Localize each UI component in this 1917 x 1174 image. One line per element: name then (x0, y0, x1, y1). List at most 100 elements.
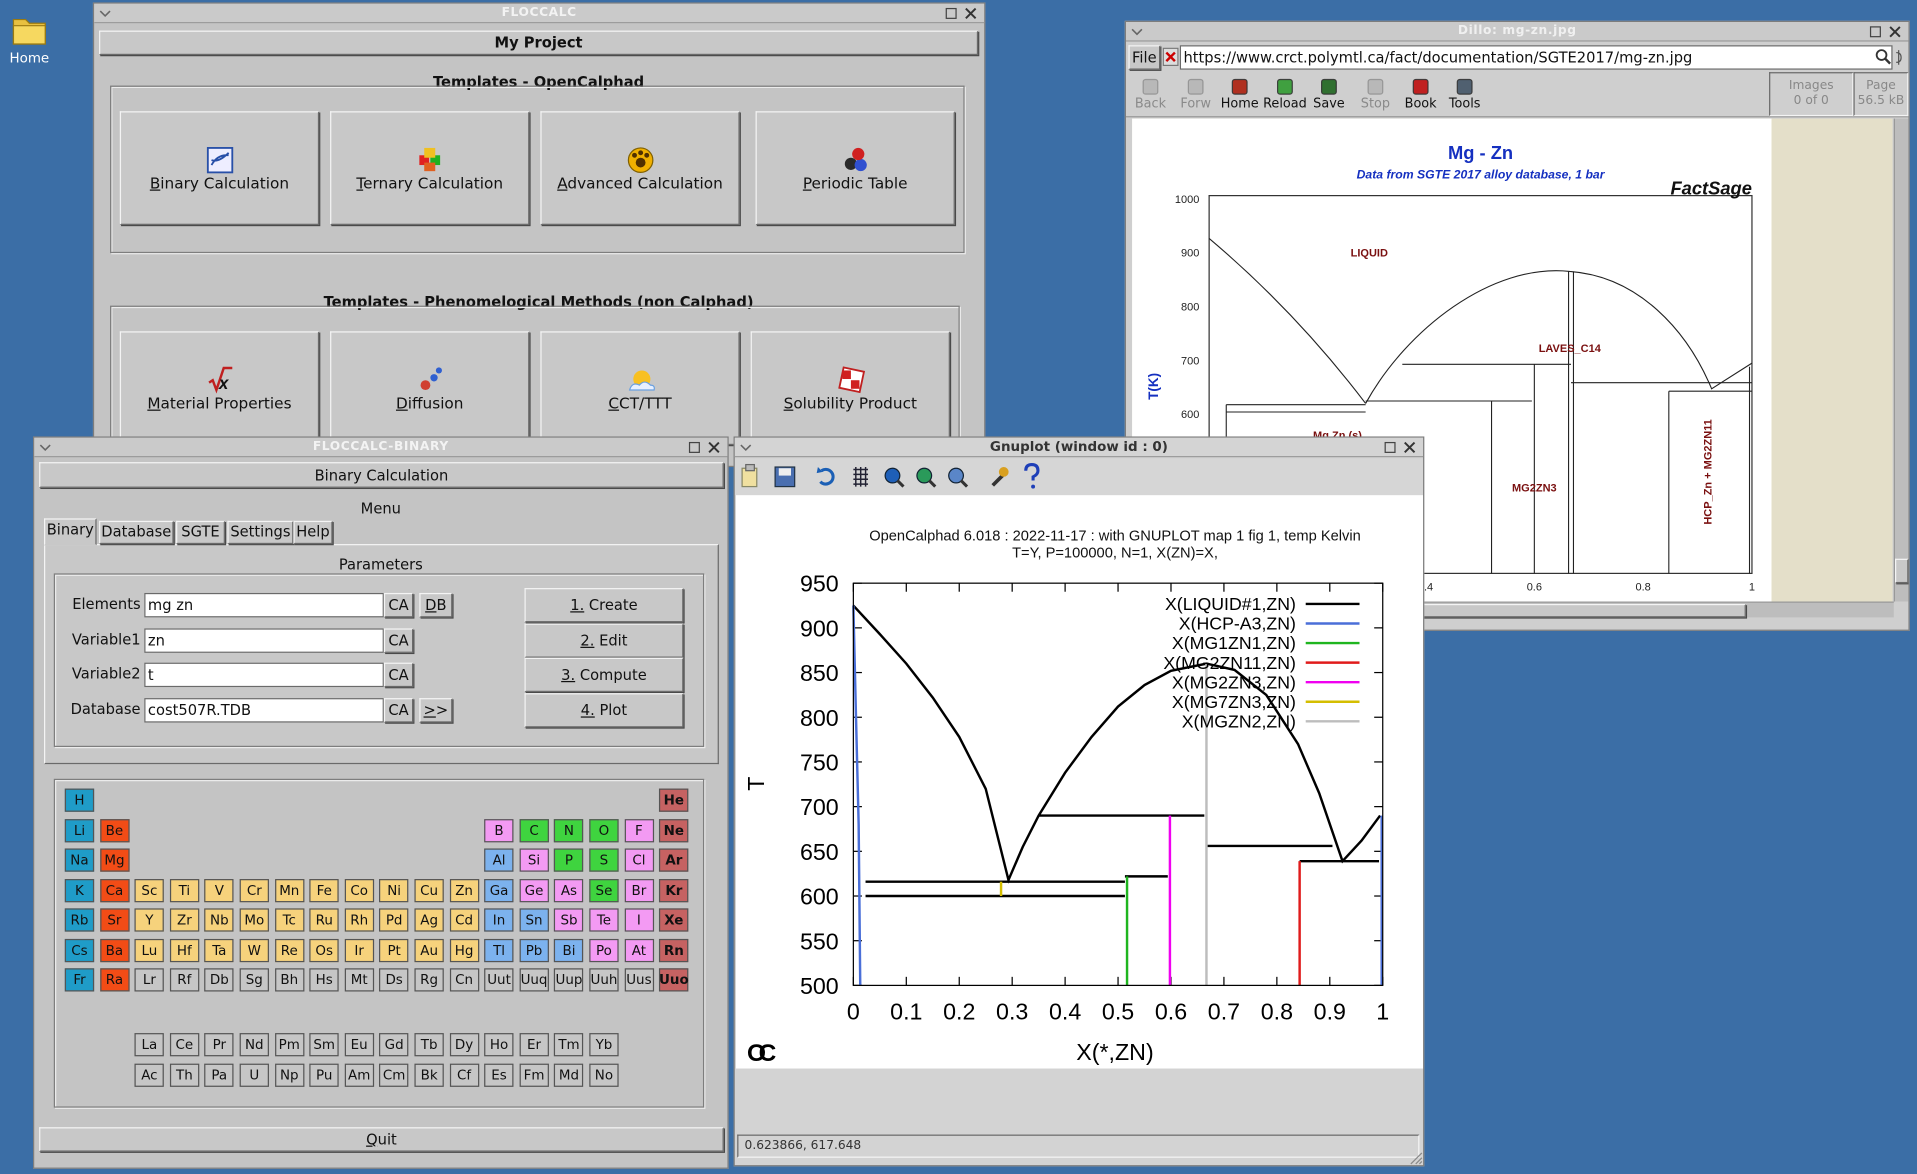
action-button[interactable]: 1. Create (524, 588, 684, 623)
field-button[interactable]: CA (383, 663, 414, 688)
element-button[interactable]: Br (624, 878, 654, 902)
clear-url-button[interactable] (1162, 47, 1179, 67)
element-button[interactable]: Ag (414, 908, 444, 932)
element-button[interactable]: Cu (414, 878, 444, 902)
toolbar-icon[interactable] (1364, 77, 1386, 97)
element-button[interactable]: Mg (99, 848, 130, 872)
element-button[interactable]: Sm (309, 1033, 339, 1057)
element-button[interactable]: Se (589, 878, 619, 902)
toolbar-label[interactable]: Save (1313, 96, 1345, 112)
element-button[interactable]: Es (484, 1063, 514, 1087)
field-input[interactable]: t (144, 663, 384, 688)
element-button[interactable]: Na (64, 848, 95, 872)
element-button[interactable]: Gd (379, 1033, 409, 1057)
element-button[interactable]: Pu (309, 1063, 339, 1087)
element-button[interactable]: Si (519, 848, 549, 872)
url-field[interactable]: https://www.crct.polymtl.ca/fact/documen… (1179, 45, 1893, 70)
home-icon[interactable]: Home (5, 10, 54, 71)
element-button[interactable]: Sr (99, 908, 130, 932)
toolbar-label[interactable]: Reload (1263, 96, 1307, 112)
element-button[interactable]: Uut (484, 968, 514, 992)
element-button[interactable]: I (624, 908, 654, 932)
template-button[interactable]: Periodic Table (755, 111, 955, 225)
element-button[interactable]: Xe (659, 908, 689, 932)
element-button[interactable]: Rg (414, 968, 444, 992)
element-button[interactable]: W (239, 938, 269, 962)
element-button[interactable]: Th (169, 1063, 200, 1087)
action-button[interactable]: 4. Plot (524, 693, 684, 728)
element-button[interactable]: Rb (64, 908, 95, 932)
element-button[interactable]: Ni (379, 878, 409, 902)
element-button[interactable]: He (659, 788, 689, 812)
element-button[interactable]: N (554, 818, 584, 842)
field-button[interactable]: CA (383, 628, 414, 653)
tab[interactable]: Database (99, 520, 174, 545)
window-controls[interactable] (1372, 439, 1421, 456)
element-button[interactable]: Rn (659, 938, 689, 962)
toolbar-icon[interactable] (1185, 77, 1207, 97)
element-button[interactable]: Ca (99, 878, 130, 902)
element-button[interactable]: Yb (589, 1033, 619, 1057)
field-input[interactable]: zn (144, 628, 384, 653)
tab[interactable]: Settings (227, 520, 294, 545)
element-button[interactable]: Uuh (589, 968, 619, 992)
window-menu[interactable] (98, 5, 113, 22)
element-button[interactable]: Cr (239, 878, 269, 902)
element-button[interactable]: Uuo (659, 968, 689, 992)
element-button[interactable]: V (204, 878, 234, 902)
element-button[interactable]: Fr (64, 968, 95, 992)
element-button[interactable]: Rh (344, 908, 374, 932)
toolbar-label[interactable]: Tools (1448, 96, 1481, 112)
tab[interactable]: Binary (44, 518, 97, 546)
template-button[interactable]: Advanced Calculation (540, 111, 740, 225)
toolbar-icon[interactable] (1274, 77, 1296, 97)
element-button[interactable]: Ge (519, 878, 549, 902)
element-button[interactable]: Db (204, 968, 234, 992)
tab[interactable]: SGTE (176, 520, 225, 545)
element-button[interactable]: Lu (134, 938, 165, 962)
element-button[interactable]: Eu (344, 1033, 374, 1057)
template-button[interactable]: x Material Properties (119, 331, 320, 446)
toolbar-icon[interactable] (1318, 77, 1340, 97)
toolbar-icon[interactable] (816, 467, 835, 486)
element-button[interactable]: Cm (379, 1063, 409, 1087)
element-button[interactable]: Tb (414, 1033, 444, 1057)
element-button[interactable]: Sc (134, 878, 165, 902)
field-button[interactable]: CA (383, 592, 414, 618)
element-button[interactable]: Ds (379, 968, 409, 992)
element-button[interactable]: Sb (554, 908, 584, 932)
element-button[interactable]: C (519, 818, 549, 842)
element-button[interactable]: Cs (64, 938, 95, 962)
element-button[interactable]: Po (589, 938, 619, 962)
element-button[interactable]: Tm (554, 1033, 584, 1057)
element-button[interactable]: Md (554, 1063, 584, 1087)
element-button[interactable]: Tc (274, 908, 304, 932)
element-button[interactable]: S (589, 848, 619, 872)
element-button[interactable]: Uup (554, 968, 584, 992)
window-menu[interactable] (738, 439, 753, 456)
element-button[interactable]: Pa (204, 1063, 234, 1087)
element-button[interactable]: Am (344, 1063, 374, 1087)
window-controls[interactable] (1857, 23, 1906, 40)
element-button[interactable]: F (624, 818, 654, 842)
quit-button[interactable]: Quit (39, 1127, 724, 1152)
element-button[interactable]: Uuq (519, 968, 549, 992)
element-button[interactable]: Fe (309, 878, 339, 902)
toolbar-icon[interactable] (991, 467, 1009, 487)
toolbar-icon[interactable] (1139, 77, 1161, 97)
element-button[interactable]: Nb (204, 908, 234, 932)
element-button[interactable]: Al (484, 848, 514, 872)
toolbar-icon[interactable] (1454, 77, 1476, 97)
element-button[interactable]: Ga (484, 878, 514, 902)
element-button[interactable]: Ta (204, 938, 234, 962)
element-button[interactable]: Ra (99, 968, 130, 992)
element-button[interactable]: Os (309, 938, 339, 962)
window-controls[interactable] (676, 439, 725, 456)
template-button[interactable]: Solubility Product (750, 331, 950, 446)
element-button[interactable]: Ho (484, 1033, 514, 1057)
element-button[interactable]: Cf (449, 1063, 479, 1087)
field-button[interactable]: >> (419, 698, 453, 723)
element-button[interactable]: In (484, 908, 514, 932)
element-button[interactable]: Ru (309, 908, 339, 932)
search-icons[interactable] (1874, 48, 1906, 68)
